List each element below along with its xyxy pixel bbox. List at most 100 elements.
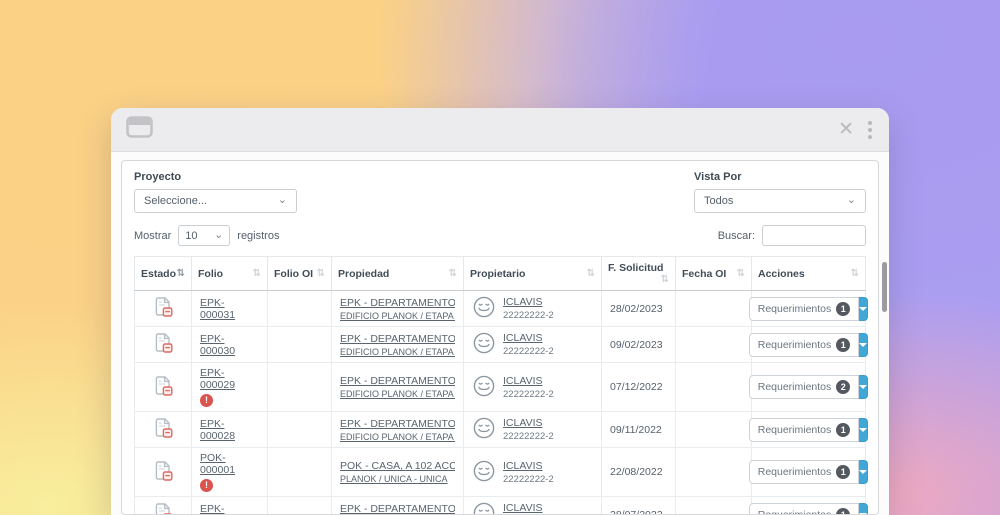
proyecto-select-value: Seleccione...	[144, 195, 207, 207]
chevron-down-icon: ⌄	[214, 228, 224, 241]
smiley-face-icon	[472, 295, 496, 322]
vista-por-select[interactable]: Todos ⌄	[694, 189, 866, 213]
actions-dropdown-button[interactable]	[859, 502, 869, 514]
document-pdf-icon[interactable]	[155, 503, 172, 514]
actions-dropdown-button[interactable]	[859, 332, 869, 357]
count-badge: 2	[836, 380, 851, 394]
propiedad-link[interactable]: EPK - DEPARTAMENTO, 1001	[340, 332, 455, 345]
f-solicitud-cell: 22/08/2022	[601, 447, 676, 497]
propiedad-sub-link[interactable]: EDIFICIO PLANOK / ETAPA ...	[340, 310, 455, 321]
count-badge: 1	[836, 301, 851, 316]
column-header-acciones[interactable]: Acciones ⇅	[751, 256, 866, 291]
folio-link[interactable]: EPK-000029	[200, 367, 236, 391]
sort-icon: ⇅	[176, 267, 185, 279]
folio-link[interactable]: EPK-000031	[200, 296, 236, 321]
actions-dropdown-button[interactable]	[859, 296, 869, 321]
count-badge: 1	[836, 507, 851, 514]
propietario-link[interactable]: ICLAVIS	[503, 459, 543, 472]
vista-por-select-value: Todos	[704, 195, 734, 207]
folio-link[interactable]: EPK-000030	[200, 332, 236, 357]
folio-oi-cell	[267, 326, 332, 363]
document-pdf-icon[interactable]	[154, 460, 173, 484]
propietario-link[interactable]: ICLAVIS	[503, 332, 543, 344]
propietario-link[interactable]: ICLAVIS	[503, 296, 543, 308]
requerimientos-button[interactable]: Requerimientos 2	[748, 375, 860, 399]
propiedad-link[interactable]: EPK - DEPARTAMENTO, 1001	[340, 502, 455, 515]
propiedad-link[interactable]: POK - CASA, A 102 ACCESIBLE	[340, 460, 455, 472]
requerimientos-button[interactable]: Requerimientos 1	[748, 460, 860, 484]
fecha-oi-cell	[675, 326, 752, 363]
propiedad-sub-link[interactable]: EDIFICIO PLANOK / ETAPA ...	[340, 389, 455, 399]
table-row: EPK-000029! EPK - DEPARTAMENTO, 1205 EDIF…	[134, 362, 869, 412]
column-header-f-solicitud[interactable]: F. Solicitud ⇅	[601, 256, 676, 291]
proyecto-select[interactable]: Seleccione... ⌄	[134, 189, 297, 213]
requerimientos-button[interactable]: Requerimientos 1	[748, 417, 860, 442]
requests-table: Estado ⇅ Folio ⇅ Folio OI ⇅ Propiedad ⇅ Prop…	[134, 256, 869, 515]
actions-dropdown-button[interactable]	[859, 417, 869, 442]
document-pdf-icon[interactable]	[154, 333, 173, 356]
requerimientos-button[interactable]: Requerimientos 1	[748, 296, 860, 321]
page-length-value: 10	[185, 229, 198, 242]
propietario-link[interactable]: ICLAVIS	[503, 374, 543, 387]
propiedad-sub-link[interactable]: EDIFICIO PLANOK / ETAPA ...	[340, 431, 455, 442]
caret-down-icon	[859, 306, 868, 311]
buscar-label: Buscar:	[717, 229, 755, 242]
table-row: EPK-000030 EPK - DEPARTAMENTO, 1001EDIFI…	[134, 326, 869, 363]
folio-link[interactable]: EPK-000026	[200, 502, 225, 515]
caret-down-icon	[859, 427, 868, 432]
folio-link[interactable]: POK-000001	[200, 452, 236, 476]
propietario-link[interactable]: ICLAVIS	[503, 417, 543, 429]
column-header-folio[interactable]: Folio ⇅	[191, 256, 268, 291]
table-row: POK-000001! POK - CASA, A 102 ACCESIBLE P…	[134, 447, 869, 497]
count-badge: 1	[836, 422, 851, 437]
document-pdf-icon[interactable]	[154, 375, 173, 399]
propiedad-sub-link[interactable]: PLANOK / UNICA - UNICA	[340, 474, 448, 484]
column-header-propietario[interactable]: Propietario ⇅	[463, 256, 602, 291]
f-solicitud-cell: 09/11/2022	[601, 411, 676, 448]
document-pdf-icon[interactable]	[154, 297, 173, 320]
propietario-rut: 22222222-2	[503, 388, 554, 400]
folio-oi-cell	[267, 362, 332, 412]
close-icon[interactable]: ✕	[838, 119, 854, 140]
modal-titlebar: ✕	[111, 108, 889, 152]
chevron-down-icon: ⌄	[846, 194, 856, 207]
requerimientos-button[interactable]: Requerimientos 1	[748, 332, 860, 357]
search-input[interactable]	[762, 225, 866, 246]
column-header-propiedad[interactable]: Propiedad ⇅	[331, 256, 464, 291]
registros-label: registros	[237, 229, 280, 242]
fecha-oi-cell	[675, 496, 752, 514]
fecha-oi-cell	[675, 290, 752, 327]
table-row: EPK-000028 EPK - DEPARTAMENTO, 1001EDIFI…	[134, 411, 869, 448]
propiedad-link[interactable]: EPK - DEPARTAMENTO, 1001	[340, 296, 455, 309]
proyecto-label: Proyecto	[134, 171, 182, 183]
propietario-rut: 22222222-2	[503, 473, 554, 485]
caret-down-icon	[859, 470, 868, 474]
page-length-select[interactable]: 10 ⌄	[178, 225, 231, 246]
scrollbar-thumb[interactable]	[882, 262, 887, 312]
fecha-oi-cell	[675, 362, 752, 412]
alert-icon: !	[200, 394, 213, 407]
sort-icon: ⇅	[316, 267, 325, 279]
column-header-folio-oi[interactable]: Folio OI ⇅	[267, 256, 332, 291]
requerimientos-button[interactable]: Requerimientos 1	[748, 502, 860, 514]
column-header-estado[interactable]: Estado ⇅	[134, 256, 192, 291]
caret-down-icon	[859, 512, 868, 514]
f-solicitud-cell: 09/02/2023	[601, 326, 676, 363]
folio-link[interactable]: EPK-000028	[200, 417, 236, 442]
f-solicitud-cell: 28/07/2022	[601, 496, 676, 514]
column-header-fecha-oi[interactable]: Fecha OI ⇅	[675, 256, 752, 291]
document-pdf-icon[interactable]	[154, 418, 173, 441]
folio-oi-cell	[267, 290, 332, 327]
propiedad-link[interactable]: EPK - DEPARTAMENTO, 1001	[340, 417, 455, 430]
propiedad-link[interactable]: EPK - DEPARTAMENTO, 1205	[340, 375, 455, 387]
propietario-link[interactable]: ICLAVIS	[503, 502, 543, 514]
actions-dropdown-button[interactable]	[859, 460, 869, 484]
kebab-menu-icon[interactable]	[866, 119, 874, 141]
caret-down-icon	[859, 385, 868, 389]
actions-dropdown-button[interactable]	[859, 375, 869, 399]
propiedad-sub-link[interactable]: EDIFICIO PLANOK / ETAPA ...	[340, 346, 455, 357]
filters-row: Proyecto Seleccione... ⌄ Vista Por Todos…	[134, 171, 866, 213]
smiley-face-icon	[472, 459, 496, 486]
propietario-rut: 22222222-2	[503, 346, 554, 357]
